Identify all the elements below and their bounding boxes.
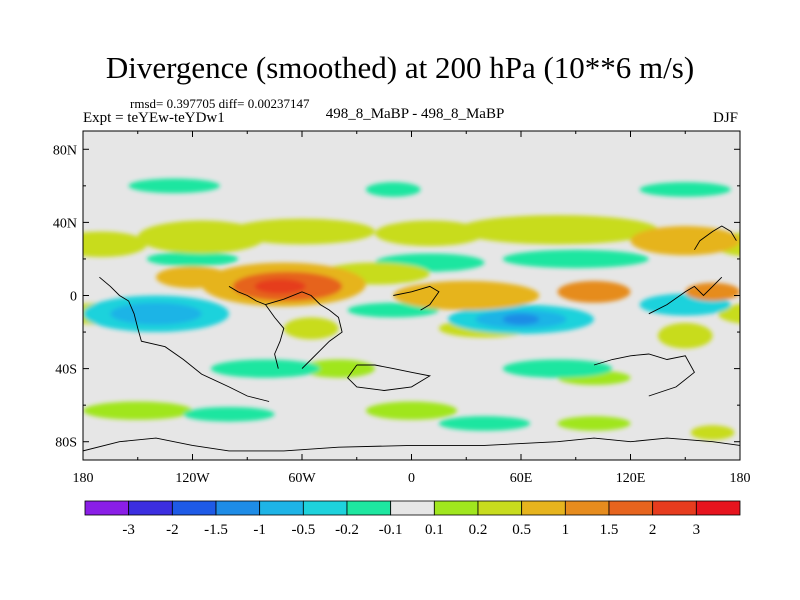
colorbar-label: 3 (693, 522, 701, 538)
colorbar-swatch (390, 500, 435, 516)
chart-title: Divergence (smoothed) at 200 hPa (10**6 … (105, 50, 695, 85)
field-blob (438, 416, 531, 431)
x-tick-label: 0 (408, 471, 415, 486)
field-blob (502, 249, 649, 269)
colorbar-label: -1 (253, 522, 266, 538)
colorbar-label: 1 (562, 522, 570, 538)
colorbar-swatch (433, 500, 479, 516)
colorbar-label: 0.5 (512, 522, 531, 538)
colorbar-swatch (302, 500, 348, 516)
coastline (393, 285, 440, 311)
field-blob (393, 280, 540, 311)
colorbar-label: -1.5 (204, 522, 228, 538)
coastline (99, 276, 270, 402)
field-blob (156, 266, 229, 289)
colorbar-swatch (128, 500, 173, 516)
field-blob (457, 215, 658, 245)
x-tick-label: 120E (616, 471, 646, 486)
coastline (593, 353, 695, 397)
field-blob (183, 406, 275, 422)
field-blob (283, 317, 339, 340)
field-blob (128, 178, 220, 194)
y-tick-label: 0 (70, 290, 77, 305)
x-tick-label: 60E (510, 471, 533, 486)
colorbar-label: -0.1 (379, 522, 403, 538)
field-blob (557, 416, 631, 431)
field-blob (630, 226, 740, 256)
colorbar-label: -3 (122, 522, 135, 538)
field-blob (557, 280, 631, 303)
field-blob (302, 359, 375, 378)
coastline (694, 225, 737, 251)
season-label: DJF (713, 110, 739, 126)
field-blob (254, 279, 306, 294)
colorbar-label: 0.1 (425, 522, 444, 538)
colorbar-label: 1.5 (600, 522, 619, 538)
colorbar-swatch (652, 500, 697, 516)
case-label: 498_8_MaBP - 498_8_MaBP (325, 106, 505, 122)
field-blob (210, 359, 321, 378)
stats-label: rmsd= 0.397705 diff= 0.00237147 (130, 96, 310, 111)
field-blob (375, 220, 485, 247)
field-blob (365, 182, 421, 197)
colorbar-label: -0.2 (335, 522, 359, 538)
coastline (228, 286, 285, 369)
coastline (83, 437, 740, 452)
field-blob (657, 322, 713, 349)
colorbar-label: -2 (166, 522, 179, 538)
colorbar-swatch (608, 500, 654, 516)
coastline (265, 291, 343, 369)
colorbar-swatch (84, 500, 130, 516)
colorbar-swatch (171, 500, 217, 516)
field-blob (502, 313, 540, 325)
field-blob (110, 302, 202, 325)
field-blob (83, 401, 193, 420)
coastline (648, 276, 723, 315)
field-blob (83, 231, 147, 258)
x-tick-label: 60W (288, 471, 316, 486)
coastline (347, 364, 432, 391)
y-tick-label: 80N (53, 143, 77, 158)
colorbar-label: 0.2 (469, 522, 488, 538)
y-tick-label: 40N (53, 216, 77, 231)
field-blob (639, 182, 731, 197)
field-blob (502, 359, 613, 378)
colorbar-swatch (259, 500, 304, 516)
colorbar-swatch (521, 500, 566, 516)
colorbar-swatch (564, 500, 610, 516)
field-blob (229, 218, 375, 245)
colorbar-swatch (695, 500, 741, 516)
y-tick-label: 40S (55, 363, 77, 378)
colorbar-swatch (215, 500, 261, 516)
experiment-label: Expt = teYEw-teYDw1 (83, 110, 225, 126)
colorbar-swatch (477, 500, 523, 516)
x-tick-label: 180 (730, 471, 751, 486)
field-blob (690, 425, 735, 440)
colorbar-label: -0.5 (291, 522, 315, 538)
colorbar-label: 2 (649, 522, 657, 538)
colorbar-swatch (346, 500, 392, 516)
x-tick-label: 120W (175, 471, 210, 486)
y-tick-label: 80S (55, 436, 77, 451)
field-blob (347, 302, 439, 318)
field-blob (685, 282, 740, 301)
x-tick-label: 180 (73, 471, 94, 486)
field-blob (365, 401, 458, 420)
field-blob (146, 251, 239, 267)
